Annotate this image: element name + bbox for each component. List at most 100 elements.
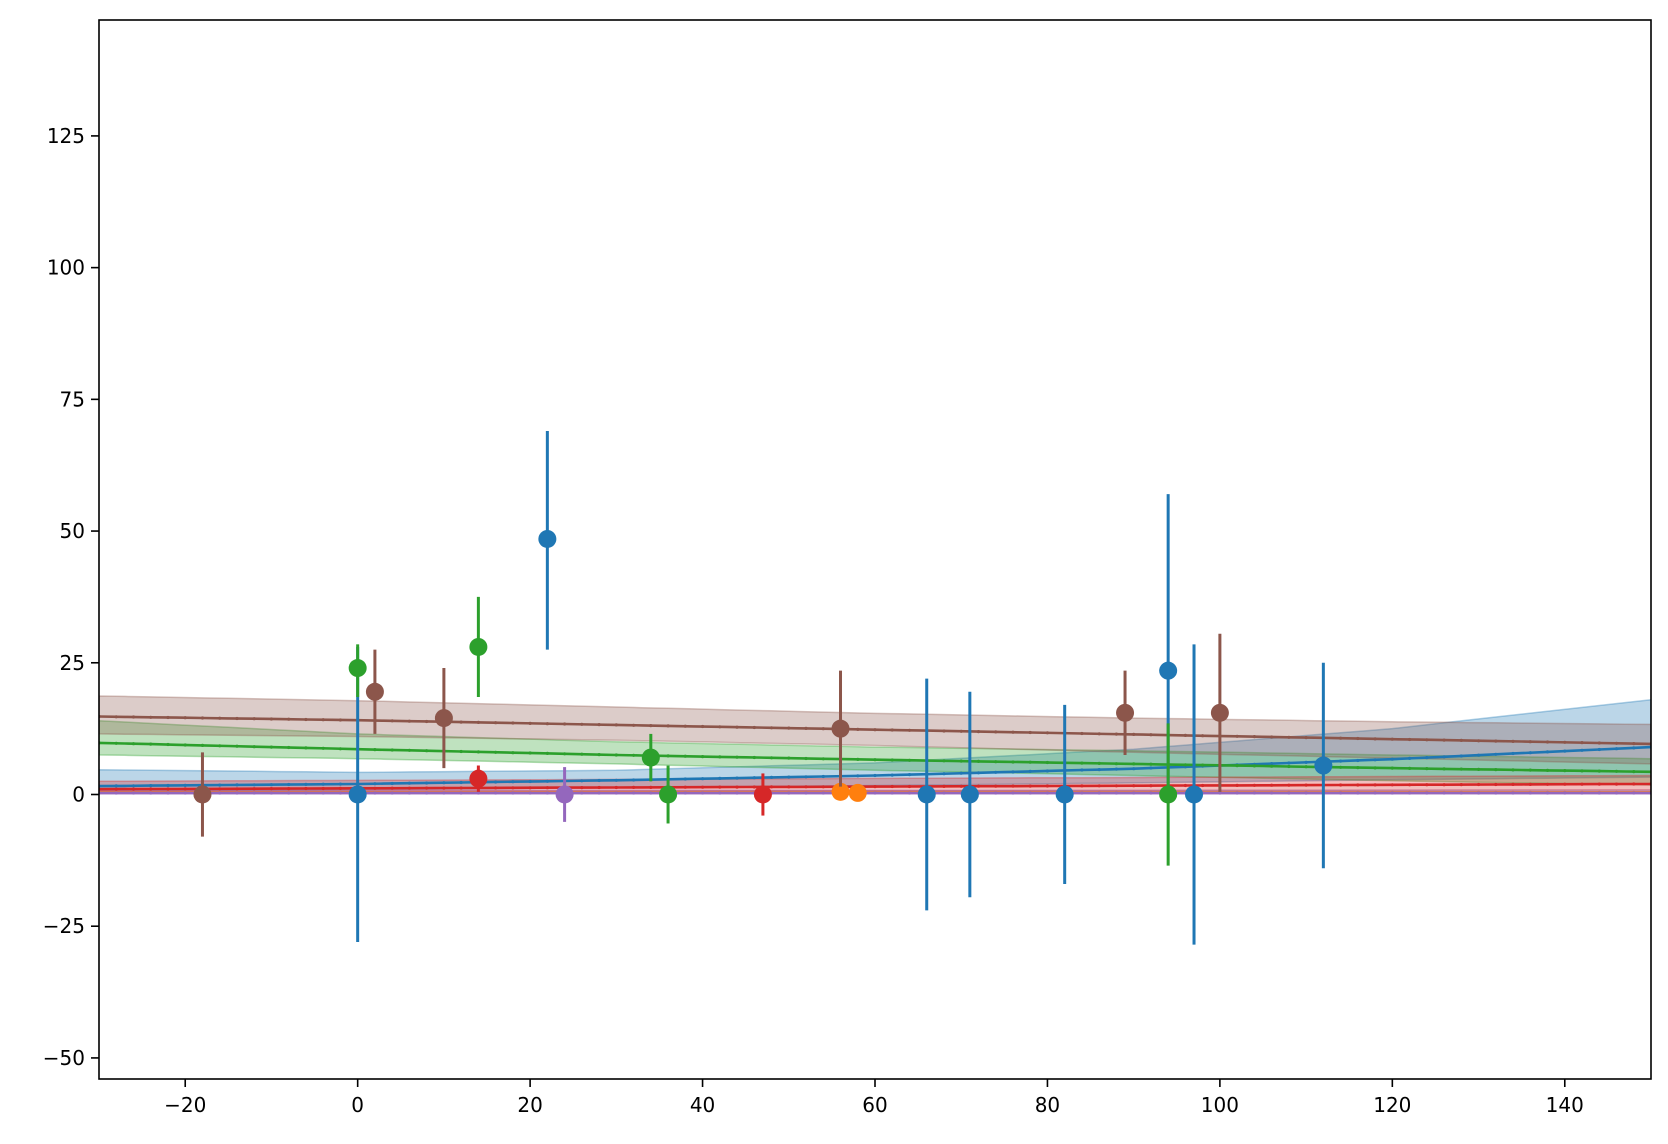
fit-sample: [1304, 765, 1308, 769]
fit-sample: [1390, 766, 1394, 770]
fit-sample: [735, 755, 739, 759]
fit-sample: [1132, 784, 1136, 788]
fit-sample: [321, 718, 325, 722]
fit-sample: [1528, 791, 1532, 795]
fit-sample: [597, 723, 601, 727]
fit-sample: [1545, 782, 1550, 786]
fit-sample: [1339, 765, 1343, 769]
fit-sample: [632, 753, 636, 757]
fit-sample: [1563, 740, 1567, 744]
x-tick-label: 60: [862, 1093, 887, 1117]
fit-sample: [149, 715, 153, 719]
fit-sample: [407, 719, 411, 723]
fit-sample: [752, 725, 756, 730]
fit-sample: [804, 756, 808, 761]
fit-sample: [701, 777, 705, 781]
fit-sample: [735, 776, 739, 780]
fit-sample: [1632, 770, 1636, 774]
fit-sample: [1614, 782, 1619, 786]
fit-sample: [1201, 763, 1205, 767]
series-2-point-3: [659, 785, 678, 804]
fit-sample: [1356, 758, 1360, 763]
fit-sample: [614, 723, 618, 727]
fit-sample: [856, 727, 860, 732]
fit-sample: [218, 791, 222, 795]
fit-sample: [942, 759, 946, 763]
fit-sample: [649, 785, 653, 790]
fit-sample: [597, 778, 601, 783]
fit-sample: [1442, 791, 1446, 795]
fit-sample: [821, 727, 825, 731]
fit-sample: [373, 748, 377, 752]
fit-sample: [338, 747, 342, 751]
fit-sample: [425, 749, 429, 753]
fit-sample: [373, 791, 377, 795]
fit-sample: [1528, 740, 1532, 744]
series-0-point-7: [1314, 756, 1333, 775]
fit-sample: [235, 744, 239, 748]
fit-sample: [1304, 791, 1308, 795]
fit-sample: [494, 721, 498, 725]
fit-sample: [597, 785, 601, 790]
fit-sample: [976, 771, 981, 775]
fit-sample: [1597, 782, 1601, 786]
x-tick-label: 100: [1201, 1093, 1239, 1117]
fit-sample: [1373, 758, 1377, 762]
fit-sample: [1011, 760, 1015, 764]
fit-sample: [890, 728, 894, 732]
fit-sample: [1183, 783, 1187, 788]
series-5-point-3: [831, 719, 850, 738]
fit-sample: [701, 785, 705, 789]
fit-sample: [1080, 731, 1084, 736]
fit-sample: [1270, 735, 1274, 739]
fit-sample: [701, 791, 705, 795]
y-tick-label: 75: [60, 387, 85, 411]
fit-sample: [1028, 760, 1032, 764]
fit-sample: [890, 773, 894, 777]
fit-sample: [459, 786, 463, 790]
y-axis: −50 −25 0 25 50 75 100 125: [43, 124, 99, 1070]
fit-sample: [994, 730, 998, 734]
fit-sample: [1045, 791, 1049, 795]
fit-sample: [1511, 751, 1515, 756]
fit-sample: [511, 780, 515, 784]
fit-sample: [614, 785, 618, 790]
fit-sample: [1235, 791, 1239, 795]
fit-sample: [373, 782, 377, 786]
fit-sample: [563, 752, 567, 756]
fit-sample: [976, 784, 981, 788]
fit-sample: [511, 791, 515, 795]
fit-sample: [287, 791, 291, 795]
fit-sample: [701, 724, 705, 729]
fit-sample: [321, 786, 325, 791]
fit-sample: [528, 751, 532, 755]
series-0-point-4: [1055, 785, 1074, 804]
fit-sample: [1114, 791, 1118, 795]
fit-sample: [1408, 766, 1412, 771]
fit-sample: [1252, 735, 1256, 739]
fit-sample: [1235, 764, 1239, 768]
fit-sample: [183, 743, 187, 747]
fit-sample: [769, 785, 774, 789]
fit-sample: [235, 783, 239, 787]
fit-sample: [959, 729, 963, 733]
fit-sample: [1425, 783, 1429, 787]
fit-sample: [1511, 768, 1515, 772]
fit-sample: [200, 743, 205, 748]
fit-sample: [1408, 783, 1412, 787]
fit-sample: [218, 787, 222, 791]
fit-sample: [1442, 738, 1446, 742]
fit-sample: [821, 785, 825, 789]
series-4-point-0: [555, 785, 574, 804]
fit-sample: [614, 791, 618, 795]
series-2-point-2: [641, 748, 660, 767]
fit-sample: [494, 786, 498, 790]
fit-sample: [1563, 782, 1567, 786]
fit-sample: [321, 746, 325, 750]
fit-sample: [1339, 736, 1343, 740]
fit-sample: [287, 787, 291, 791]
fit-sample: [252, 745, 256, 749]
fit-sample: [1252, 791, 1256, 795]
fit-sample: [511, 786, 515, 790]
fit-sample: [1080, 784, 1084, 788]
